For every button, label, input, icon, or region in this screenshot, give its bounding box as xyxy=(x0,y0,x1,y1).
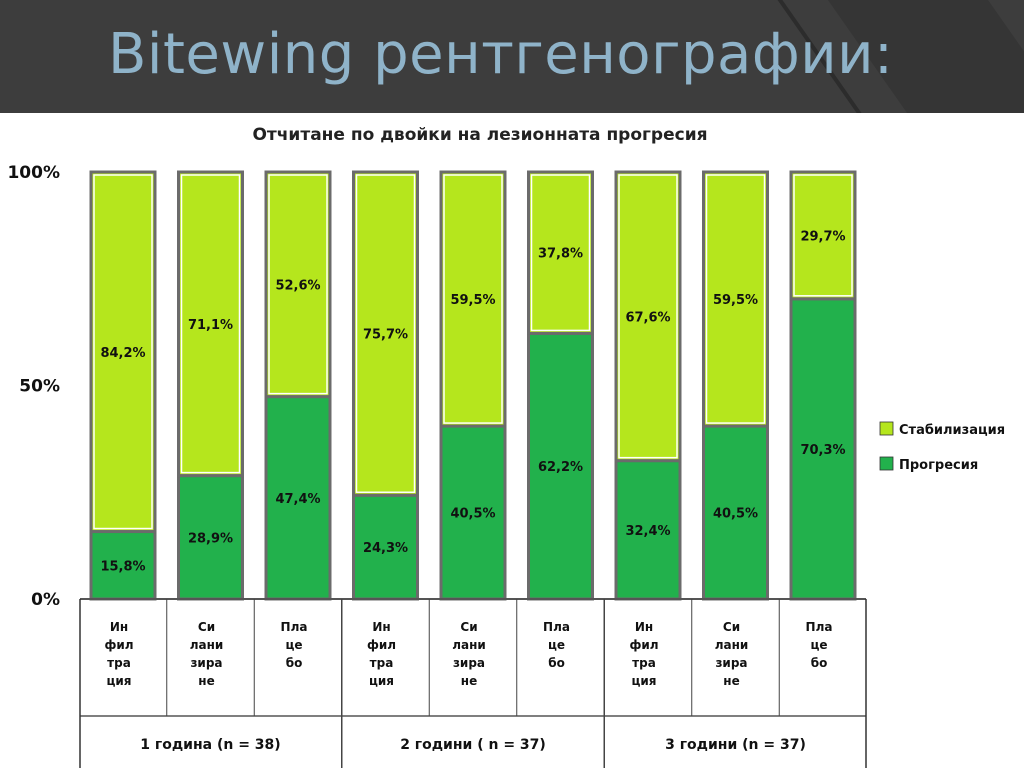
bar-frame xyxy=(93,174,153,530)
data-label-stabilization: 29,7% xyxy=(800,229,845,244)
category-label: Си xyxy=(460,620,477,634)
category-label: Ин xyxy=(110,620,128,634)
category-label: бо xyxy=(548,656,565,670)
data-label-progression: 47,4% xyxy=(275,492,320,507)
bar-stabilization xyxy=(352,170,419,497)
bar-frame xyxy=(530,174,591,332)
category-label: лани xyxy=(452,638,486,652)
category-label: Си xyxy=(723,620,740,634)
category-label: бо xyxy=(811,656,828,670)
category-label: фил xyxy=(104,638,133,652)
slide-title: Bitewing рентгенографии: xyxy=(108,22,894,87)
category-label: лани xyxy=(190,638,224,652)
data-label-stabilization: 59,5% xyxy=(713,293,758,308)
category-label: не xyxy=(461,674,477,688)
category-label: ция xyxy=(369,674,394,688)
category-label: Пла xyxy=(543,620,570,634)
bar-progression xyxy=(702,424,769,601)
category-label: тра xyxy=(107,656,131,670)
data-label-progression: 40,5% xyxy=(713,507,758,522)
data-label-progression: 40,5% xyxy=(450,507,495,522)
bar-progression xyxy=(352,493,419,601)
category-label: Пла xyxy=(806,620,833,634)
y-tick-label: 50% xyxy=(19,377,60,397)
legend-label: Прогресия xyxy=(899,458,978,473)
category-label: фил xyxy=(367,638,396,652)
category-label: ция xyxy=(631,674,656,688)
chart-title: Отчитане по двойки на лезионната прогрес… xyxy=(252,125,707,145)
data-label-stabilization: 59,5% xyxy=(450,293,495,308)
data-label-stabilization: 37,8% xyxy=(538,247,583,262)
bar-progression xyxy=(527,331,594,601)
bar-frame xyxy=(180,174,241,474)
legend-swatch xyxy=(879,421,894,436)
category-label: не xyxy=(723,674,739,688)
bar-stabilization xyxy=(789,170,857,301)
bar-stabilization xyxy=(614,170,682,463)
data-label-stabilization: 84,2% xyxy=(100,346,145,361)
group-label: 1 година (n = 38) xyxy=(140,737,280,753)
data-label-stabilization: 75,7% xyxy=(363,328,408,343)
y-tick-label: 100% xyxy=(7,163,60,183)
bar-frame xyxy=(618,174,678,459)
category-label: не xyxy=(198,674,214,688)
category-label: зира xyxy=(190,656,222,670)
category-label: це xyxy=(285,638,302,652)
stacked-bar-chart: Отчитане по двойки на лезионната прогрес… xyxy=(7,125,1005,768)
category-label: лани xyxy=(715,638,749,652)
category-label: зира xyxy=(715,656,747,670)
legend-swatch xyxy=(879,456,894,471)
category-label: це xyxy=(548,638,565,652)
bar-stabilization xyxy=(177,170,244,478)
category-label: тра xyxy=(370,656,394,670)
category-label: зира xyxy=(453,656,485,670)
category-label: тра xyxy=(632,656,656,670)
bar-frame xyxy=(793,174,853,297)
category-label: Пла xyxy=(281,620,308,634)
category-label: Ин xyxy=(372,620,390,634)
category-label: це xyxy=(810,638,827,652)
bar-stabilization xyxy=(439,170,507,428)
legend-label: Стабилизация xyxy=(899,423,1005,438)
group-label: 3 години (n = 37) xyxy=(665,737,806,753)
data-label-progression: 32,4% xyxy=(625,524,670,539)
bar-progression xyxy=(439,424,507,601)
y-tick-label: 0% xyxy=(31,590,60,610)
category-label: ция xyxy=(106,674,131,688)
bar-frame xyxy=(443,174,503,424)
group-label: 2 години ( n = 37) xyxy=(400,737,546,753)
data-label-progression: 15,8% xyxy=(100,559,145,574)
slide-header: Bitewing рентгенографии: xyxy=(0,0,1024,113)
bar-frame xyxy=(355,174,416,493)
data-label-progression: 70,3% xyxy=(800,443,845,458)
category-label: Ин xyxy=(635,620,653,634)
data-label-progression: 24,3% xyxy=(363,541,408,556)
bar-frame xyxy=(705,174,766,424)
bar-stabilization xyxy=(264,170,332,399)
bar-stabilization xyxy=(527,170,594,335)
bar-frame xyxy=(268,174,328,395)
category-label: фил xyxy=(629,638,658,652)
data-label-progression: 28,9% xyxy=(188,531,233,546)
data-label-progression: 62,2% xyxy=(538,460,583,475)
data-label-stabilization: 52,6% xyxy=(275,278,320,293)
data-label-stabilization: 71,1% xyxy=(188,318,233,333)
bar-stabilization xyxy=(702,170,769,428)
category-label: Си xyxy=(198,620,215,634)
bar-stabilization xyxy=(89,170,157,534)
category-label: бо xyxy=(286,656,303,670)
data-label-stabilization: 67,6% xyxy=(625,310,670,325)
